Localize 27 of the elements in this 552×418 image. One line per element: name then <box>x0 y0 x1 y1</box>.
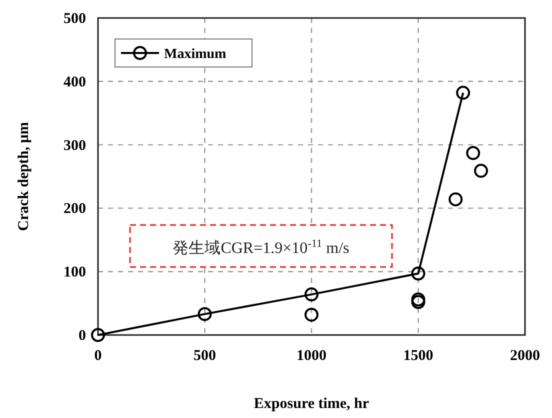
point <box>411 292 426 306</box>
point <box>466 146 480 160</box>
x-axis-title: Exposure time, hr <box>254 396 370 412</box>
point <box>304 287 318 302</box>
point <box>91 328 105 342</box>
x-tick-label: 0 <box>94 348 102 364</box>
x-tick-label: 2000 <box>510 348 540 364</box>
point <box>304 308 318 322</box>
legend-label: Maximum <box>164 47 227 62</box>
point <box>448 192 463 206</box>
y-tick-label: 100 <box>64 264 86 281</box>
y-tick-label: 500 <box>64 11 86 27</box>
annotation-box: 発生域CGR=1.9×10$^{-11}$ m/s <box>129 224 393 268</box>
point <box>411 295 426 310</box>
x-tick-label: 1500 <box>403 348 434 364</box>
x-tick-label: 500 <box>194 348 216 364</box>
y-tick-label: 400 <box>64 74 86 90</box>
y-tick-label: 300 <box>64 138 86 154</box>
point <box>456 86 470 100</box>
y-axis-title: Crack depth, μm <box>16 122 32 231</box>
point <box>474 164 488 178</box>
y-tick-label: 200 <box>64 201 86 218</box>
point <box>411 266 426 280</box>
y-tick-label: 0 <box>78 328 86 344</box>
point <box>198 307 212 322</box>
x-tick-label: 1000 <box>296 348 326 364</box>
annotation: 発生域CGR=1.9×10$^{-11}$ m/s <box>172 238 350 257</box>
